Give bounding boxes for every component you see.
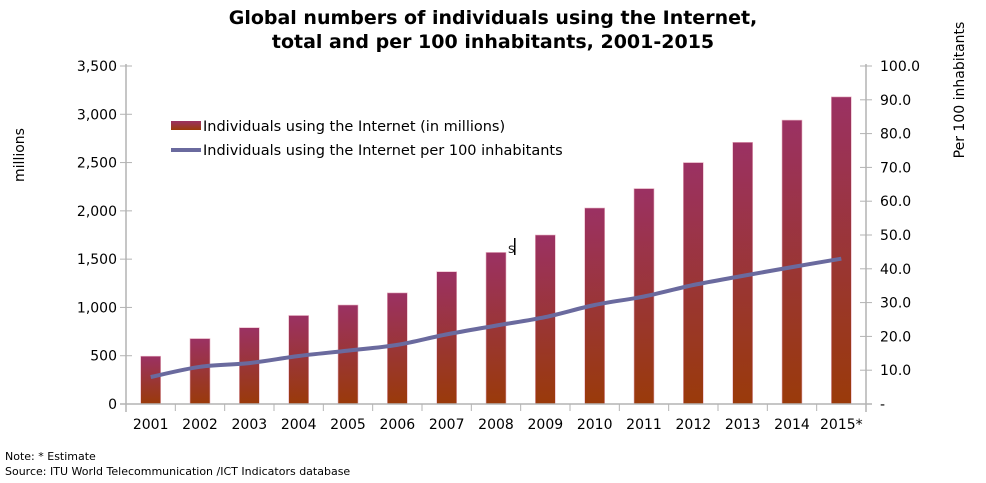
bar-2004	[288, 315, 310, 405]
chart-notes: Note: * Estimate Source: ITU World Telec…	[5, 449, 350, 479]
chart-title-line-1: Global numbers of individuals using the …	[228, 7, 758, 29]
y-tick-label-right: 80.0	[880, 127, 911, 143]
x-tick-label: 2010	[577, 417, 613, 433]
y-tick-label-right: 50.0	[880, 228, 911, 244]
bar-2015	[830, 96, 852, 405]
legend-swatch-line	[171, 148, 201, 152]
x-tick-label: 2004	[281, 417, 317, 433]
x-tick-label: 2012	[676, 417, 712, 433]
y-tick-label-left: 3,000	[77, 107, 117, 123]
line-layer	[150, 256, 842, 379]
x-tick-label: 2015*	[820, 417, 863, 433]
y-tick-label-left: 2,000	[77, 204, 117, 220]
bar-2003	[239, 327, 260, 405]
x-tick-label: 2013	[725, 417, 761, 433]
chart-title-line-2: total and per 100 inhabitants, 2001-2015	[271, 31, 715, 53]
y-tick-label-right: 10.0	[880, 363, 911, 379]
x-tick-label: 2014	[774, 417, 810, 433]
chart-title: Global numbers of individuals using the …	[0, 6, 986, 54]
note-text: Note: * Estimate	[5, 450, 96, 463]
x-tick-label: 2005	[330, 417, 366, 433]
source-text: Source: ITU World Telecommunication /ICT…	[5, 465, 351, 478]
y-tick-label-left: 1,000	[77, 300, 117, 316]
legend-label-bars: Individuals using the Internet (in milli…	[203, 119, 505, 135]
y-axis-title-left: millions	[12, 128, 28, 182]
bar-2006	[386, 292, 408, 405]
y-tick-label-left: 1,500	[77, 252, 117, 268]
y-tick-label-right: 100.0	[880, 59, 920, 75]
x-tick-label: 2003	[232, 417, 268, 433]
legend-item-bars: Individuals using the Internet (in milli…	[171, 119, 505, 135]
y-tick-label-right: 70.0	[880, 160, 911, 176]
x-tick-label: 2011	[626, 417, 662, 433]
legend-label-line: Individuals using the Internet per 100 i…	[203, 143, 563, 159]
text-cursor-annotation: s	[508, 238, 516, 257]
legend: Individuals using the Internet (in milli…	[171, 119, 563, 159]
x-tick-label: 2001	[133, 417, 169, 433]
text-cursor-icon	[514, 238, 516, 255]
x-tick-label: 2009	[528, 417, 564, 433]
x-tick-label: 2007	[429, 417, 465, 433]
legend-item-line: Individuals using the Internet per 100 i…	[171, 143, 563, 159]
x-tick-label: 2008	[478, 417, 514, 433]
labels-layer: 0 500 1,000 1,500 2,000 2,500 3,000 3,500 - 10.0 2…	[77, 59, 920, 433]
y-tick-label-left: 2,500	[77, 156, 117, 172]
y-tick-label-right: 60.0	[880, 194, 911, 210]
cursor-text: s	[508, 242, 515, 257]
axes-layer	[120, 64, 872, 412]
legend-swatch-bars	[171, 121, 201, 130]
bar-2005	[337, 304, 359, 405]
y-tick-label-right: 40.0	[880, 262, 911, 278]
bar-2001	[140, 355, 161, 405]
bar-2014	[781, 119, 803, 405]
y-tick-label-left: 3,500	[77, 59, 117, 75]
y-tick-label-right: -	[880, 397, 885, 413]
y-tick-label-right: 20.0	[880, 329, 911, 345]
y-tick-label-right: 30.0	[880, 296, 911, 312]
x-tick-label: 2002	[182, 417, 218, 433]
y-tick-label-left: 0	[108, 397, 117, 413]
y-axis-title-right: Per 100 inhabitants	[952, 22, 968, 159]
x-tick-label: 2006	[380, 417, 416, 433]
bar-2002	[189, 338, 211, 405]
y-tick-label-right: 90.0	[880, 93, 911, 109]
y-tick-label-left: 500	[90, 349, 117, 365]
